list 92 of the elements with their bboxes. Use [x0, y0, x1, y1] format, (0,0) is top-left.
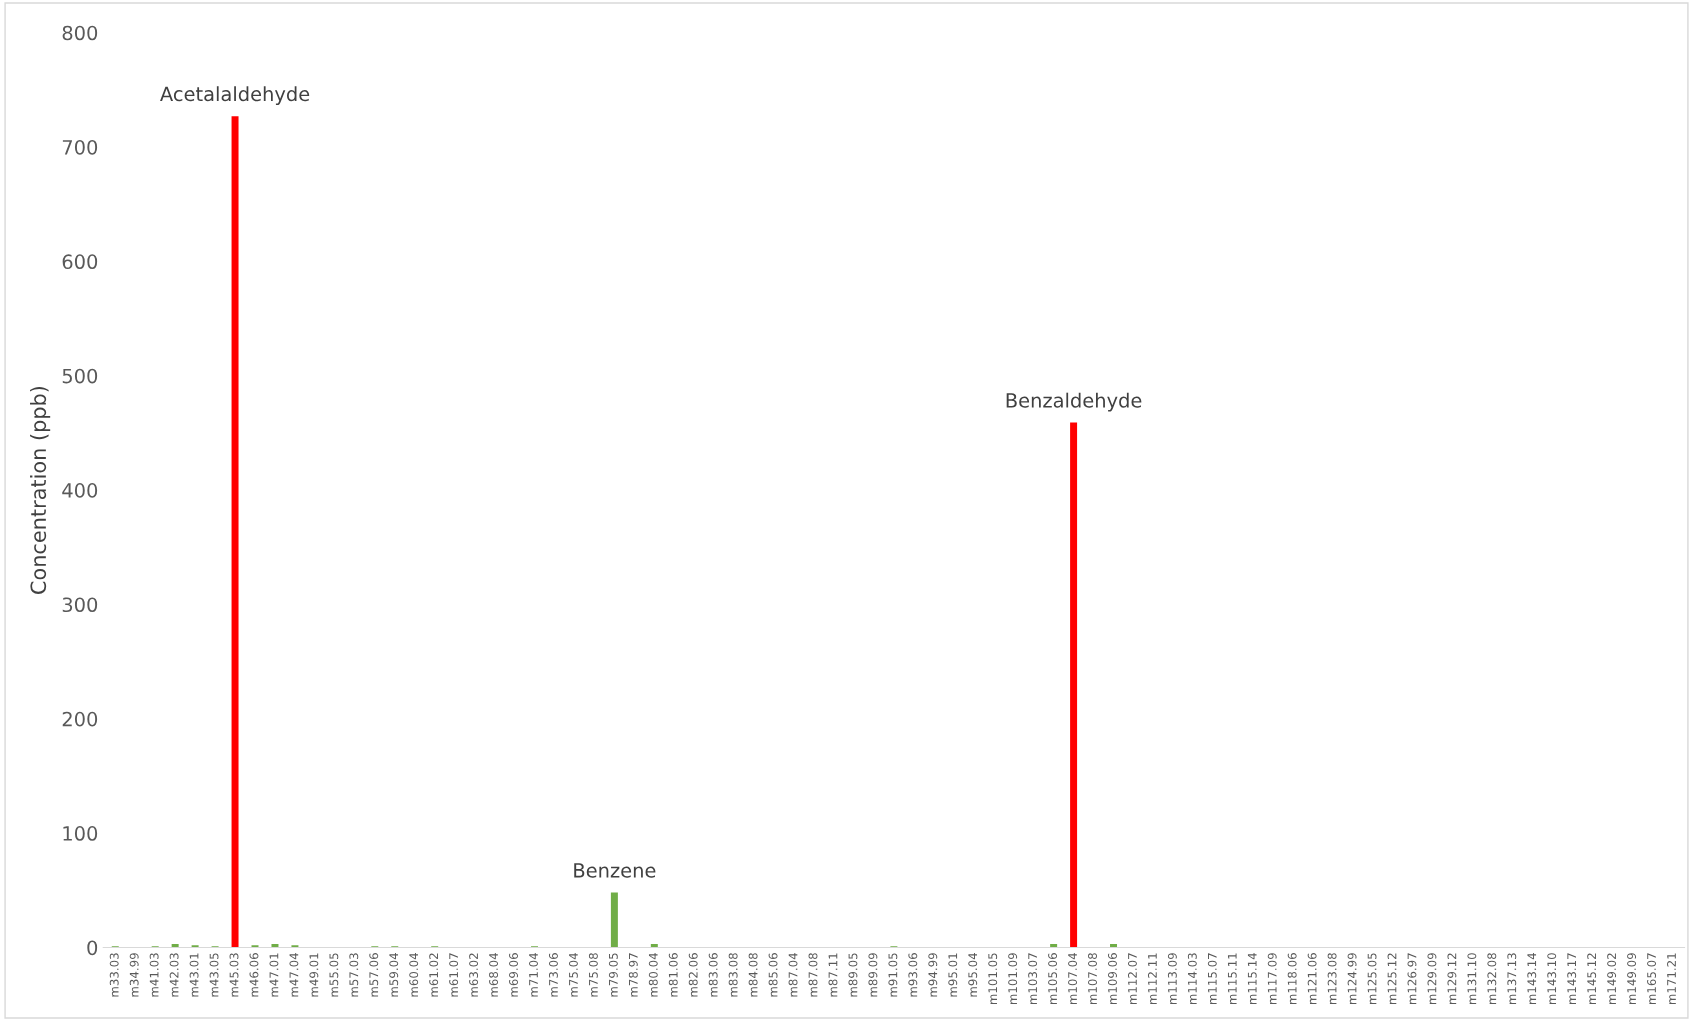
y-tick-label: 300 — [62, 597, 98, 613]
x-tick-label: m105.06 — [1048, 953, 1058, 1005]
x-tick-label: m126.97 — [1407, 953, 1417, 1005]
y-tick-label: 0 — [87, 940, 98, 956]
x-tick-label: m45.03 — [229, 953, 239, 997]
x-tick-label: m34.99 — [129, 953, 139, 997]
x-tick-label: m47.01 — [269, 953, 279, 997]
x-tick-label: m68.04 — [489, 953, 499, 997]
x-tick-label: m81.06 — [668, 953, 678, 997]
x-tick-label: m149.09 — [1627, 953, 1637, 1005]
x-tick-label: m33.03 — [109, 953, 119, 997]
x-tick-label: m143.14 — [1527, 953, 1537, 1005]
x-tick-label: m137.13 — [1507, 953, 1517, 1005]
x-tick-label: m91.05 — [888, 953, 898, 997]
y-tick-label: 100 — [63, 826, 98, 841]
x-tick-label: m171.21 — [1667, 953, 1676, 1005]
annotation: Benzaldehyde — [1006, 392, 1142, 412]
x-tick-label: m131.10 — [1467, 953, 1477, 1005]
x-tick-label: m112.11 — [1147, 953, 1157, 1005]
x-tick-label: m87.11 — [828, 953, 838, 997]
x-tick-label: m114.03 — [1187, 953, 1197, 1005]
x-tick-label: m57.03 — [349, 953, 359, 997]
x-tick-label: m42.03 — [169, 953, 179, 997]
x-tick-label: m107.08 — [1088, 953, 1097, 1005]
x-tick-label: m95.01 — [948, 953, 958, 997]
x-tick-label: m61.02 — [429, 953, 439, 997]
x-tick-label: m89.05 — [848, 953, 858, 997]
x-tick-label: m109.06 — [1108, 953, 1117, 1005]
x-tick-label: m124.99 — [1347, 953, 1357, 1005]
x-tick-label: m85.06 — [768, 953, 778, 997]
x-tick-label: m55.05 — [329, 953, 339, 997]
x-tick-label: m115.11 — [1227, 953, 1237, 1005]
y-axis-title: Concentration (ppb) — [30, 386, 51, 594]
x-tick-label: m149.02 — [1607, 953, 1617, 1005]
x-tick-label: m84.08 — [748, 953, 758, 997]
x-tick-label: m78.97 — [628, 953, 638, 997]
x-tick-label: m165.07 — [1647, 953, 1657, 1005]
x-tick-label: m69.06 — [509, 953, 518, 997]
y-tick-label: 700 — [62, 139, 98, 155]
x-tick-label: m82.06 — [688, 953, 698, 997]
x-tick-label: m143.10 — [1547, 953, 1557, 1005]
x-tick-label: m94.99 — [928, 953, 938, 997]
x-tick-label: m118.06 — [1287, 953, 1297, 1005]
x-tick-label: m87.08 — [808, 953, 818, 997]
x-tick-label: m47.04 — [289, 953, 299, 997]
x-tick-label: m73.06 — [548, 953, 558, 997]
x-tick-label: m49.01 — [309, 953, 319, 997]
x-tick-label: m89.09 — [868, 953, 878, 997]
x-tick-label: m43.01 — [189, 953, 199, 997]
x-tick-label: m46.06 — [249, 953, 259, 997]
x-tick-label: m112.07 — [1127, 953, 1137, 1005]
y-tick-label: 200 — [62, 711, 98, 727]
x-tick-label: m117.09 — [1267, 953, 1277, 1005]
x-tick-label: m60.04 — [409, 953, 419, 997]
x-tick-label: m61.07 — [449, 953, 459, 997]
x-tick-label: m129.09 — [1427, 953, 1437, 1005]
x-tick-label: m101.05 — [988, 953, 998, 1005]
x-tick-label: m132.08 — [1487, 953, 1497, 1005]
x-tick-label: m115.07 — [1207, 953, 1217, 1005]
x-tick-label: m57.06 — [369, 953, 379, 997]
x-tick-label: m93.06 — [908, 953, 918, 997]
x-tick-label: m95.04 — [968, 953, 978, 997]
y-tick-label: 600 — [62, 254, 98, 270]
y-tick-label: 500 — [62, 368, 98, 384]
x-tick-label: m80.04 — [648, 953, 658, 997]
x-tick-label: m125.12 — [1387, 953, 1397, 1005]
annotation: Acetalaldehyde — [160, 86, 310, 106]
x-tick-label: m75.04 — [568, 953, 578, 997]
x-tick-label: m87.04 — [788, 953, 798, 997]
x-tick-label: m59.04 — [389, 953, 399, 997]
x-tick-label: m83.08 — [728, 953, 738, 997]
y-tick-label: 800 — [62, 25, 98, 41]
x-tick-label: m145.12 — [1587, 953, 1597, 1005]
x-tick-label: m125.05 — [1367, 953, 1377, 1005]
annotation: Benzene — [574, 863, 656, 878]
x-tick-label: m63.02 — [469, 953, 479, 997]
x-tick-label: m79.05 — [608, 953, 618, 997]
x-tick-label: m43.05 — [209, 953, 219, 997]
x-tick-label: m101.09 — [1008, 953, 1018, 1005]
x-tick-label: m41.03 — [149, 953, 159, 997]
x-tick-label: m129.12 — [1447, 953, 1457, 1005]
x-tick-label: m75.08 — [588, 953, 598, 997]
x-tick-label: m83.06 — [708, 953, 718, 997]
x-tick-label: m107.04 — [1068, 953, 1078, 1005]
x-tick-label: m123.08 — [1327, 953, 1337, 1005]
x-tick-label: m103.07 — [1028, 953, 1038, 1005]
x-tick-label: m121.06 — [1307, 953, 1317, 1005]
x-tick-label: m143.17 — [1567, 953, 1577, 1005]
x-tick-label: m113.09 — [1167, 953, 1177, 1005]
x-tick-label: m115.14 — [1247, 953, 1257, 1005]
y-tick-label: 400 — [62, 483, 98, 498]
x-tick-label: m71.04 — [529, 953, 538, 997]
